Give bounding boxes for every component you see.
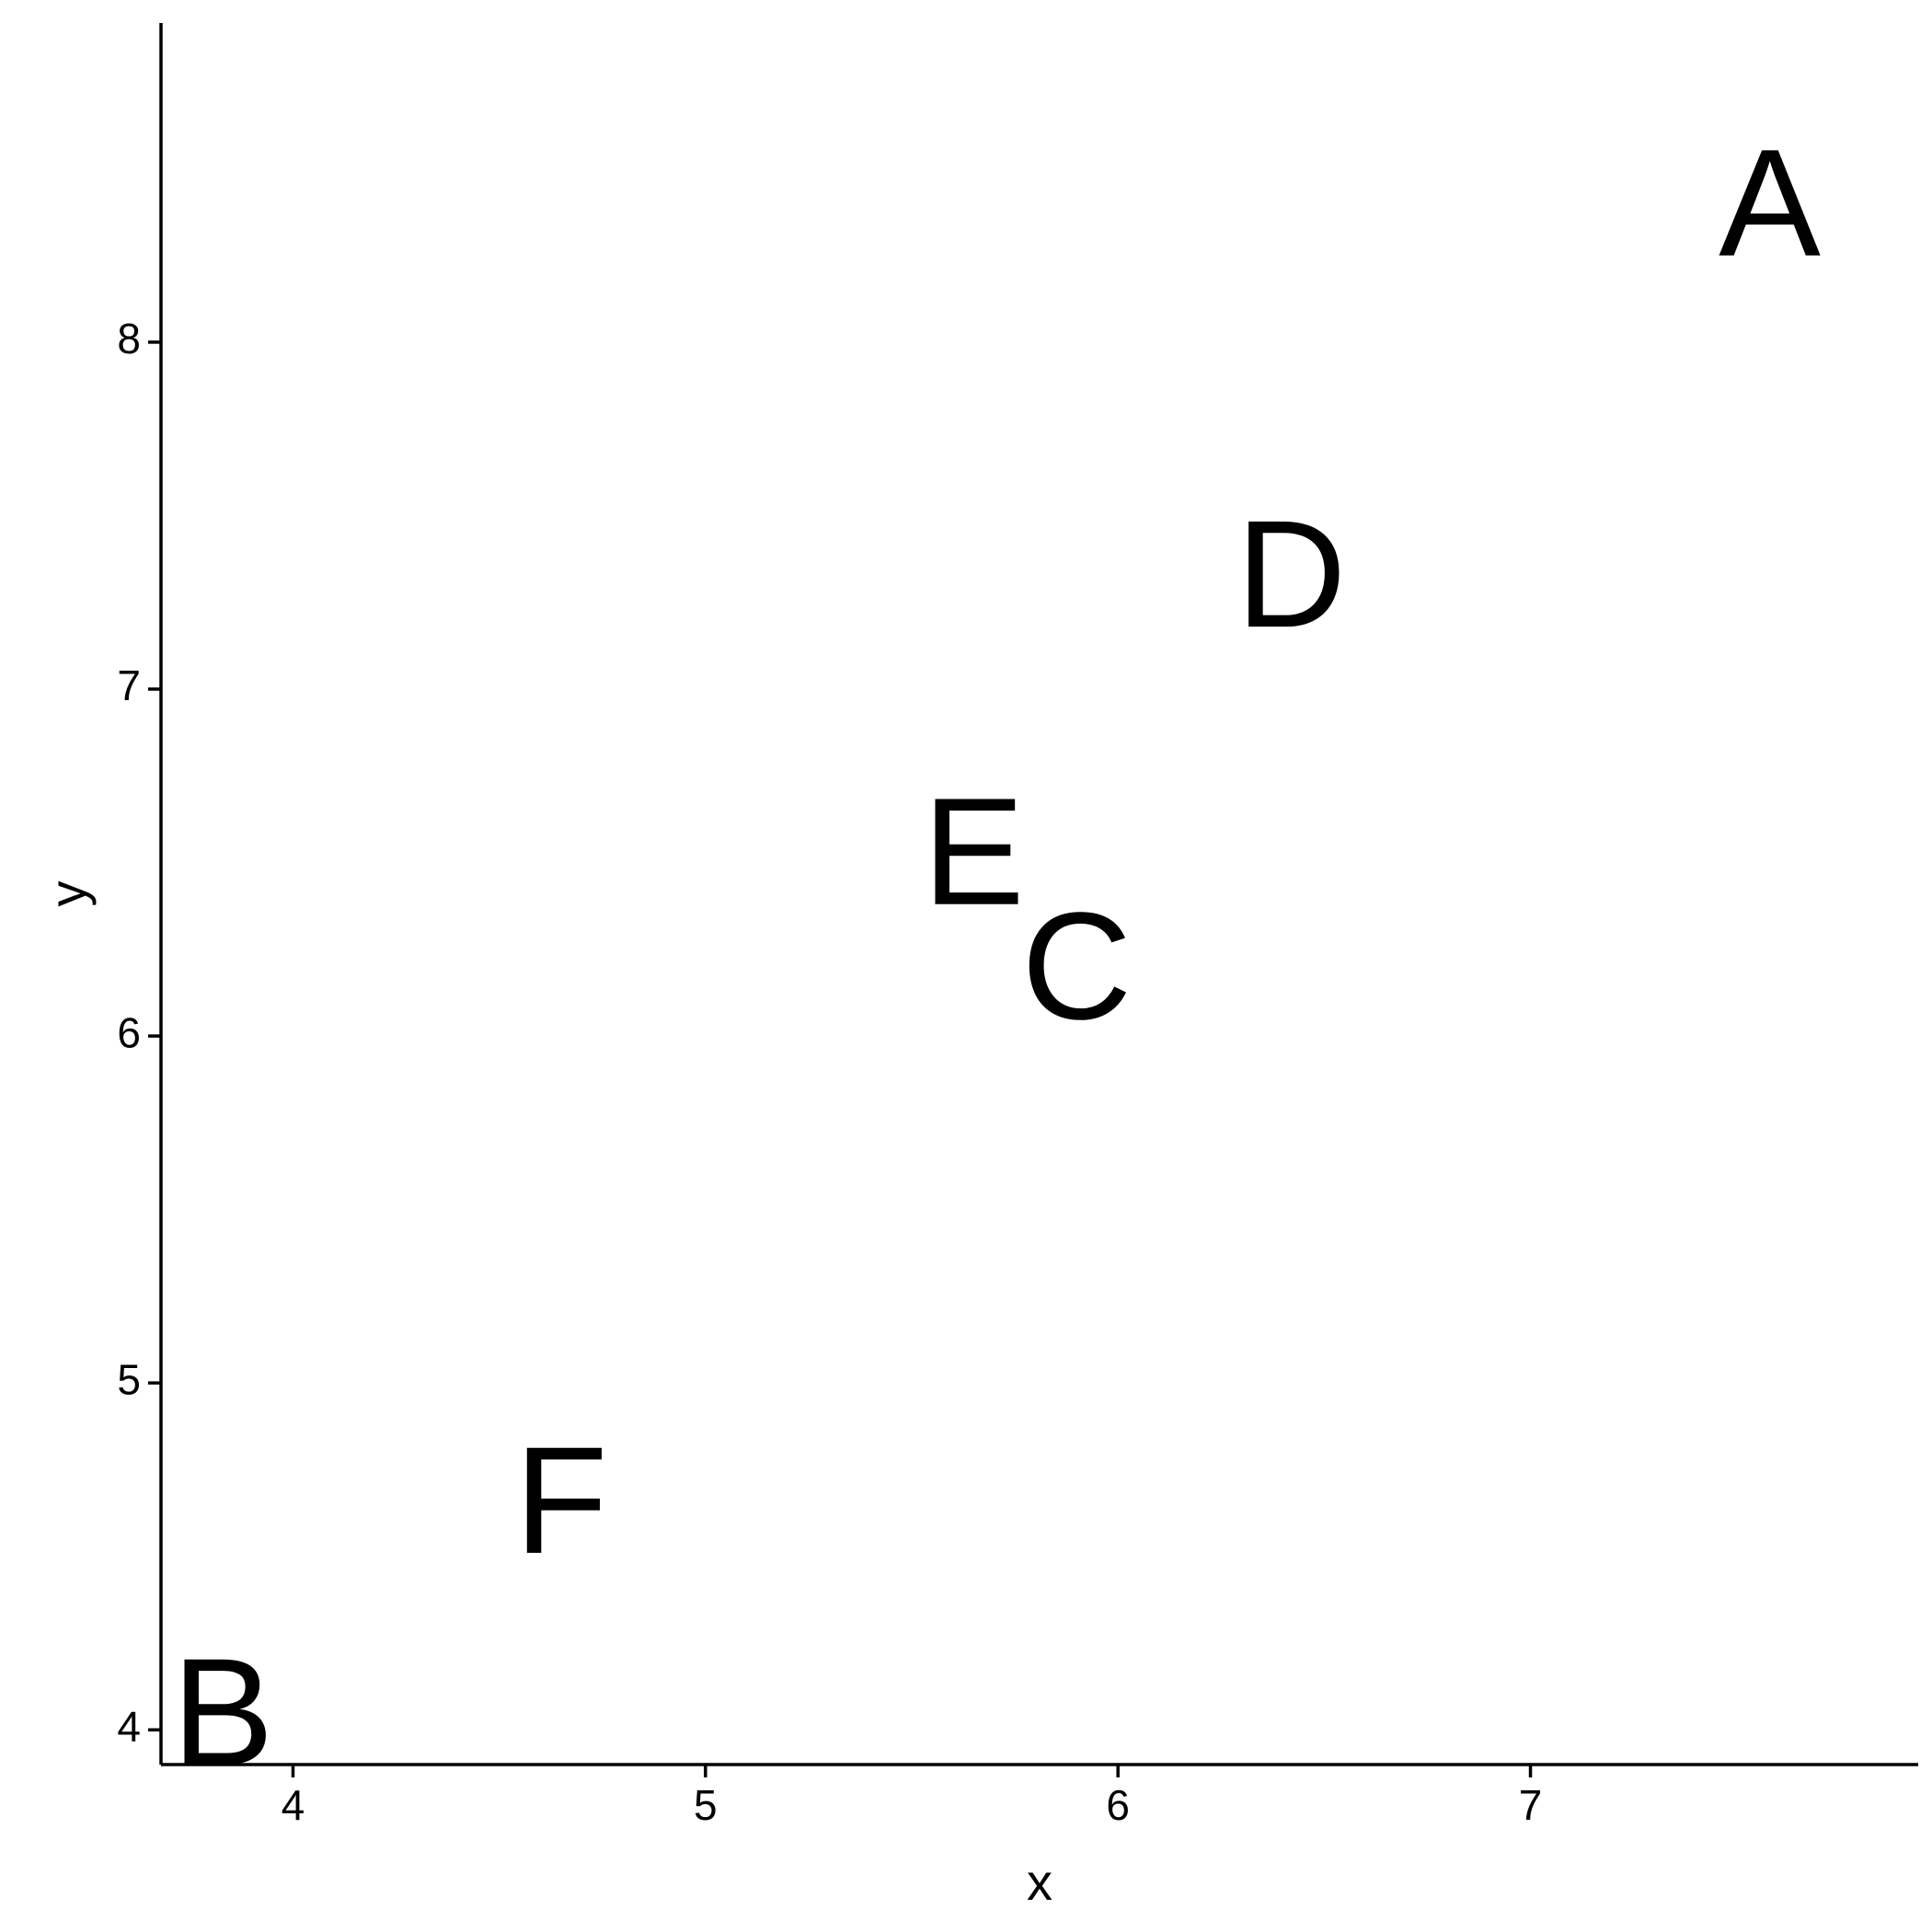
y-axis-title: y [39, 881, 97, 907]
y-tick-label: 4 [117, 1702, 141, 1750]
x-axis-title: x [1027, 1853, 1052, 1911]
point-label-f: F [514, 1416, 607, 1586]
plot-area: A B C D E F [172, 119, 1821, 1798]
point-label-c: C [1021, 881, 1132, 1052]
y-ticks: 4 5 6 7 8 [117, 315, 161, 1750]
x-tick-label: 6 [1106, 1781, 1130, 1829]
x-ticks: 4 5 6 7 [282, 1765, 1543, 1829]
point-label-a: A [1719, 119, 1821, 289]
point-label-d: D [1236, 489, 1347, 660]
x-tick-label: 4 [282, 1781, 305, 1829]
y-tick-label: 7 [117, 661, 141, 709]
y-tick-label: 8 [117, 315, 141, 362]
x-tick-label: 5 [694, 1781, 718, 1829]
point-label-b: B [172, 1627, 274, 1798]
x-axis: 4 5 6 7 [161, 1763, 1918, 1829]
y-tick-label: 5 [117, 1355, 141, 1403]
x-tick-label: 7 [1519, 1781, 1543, 1829]
y-axis: 4 5 6 7 8 [117, 23, 163, 1765]
point-label-e: E [923, 767, 1025, 937]
y-tick-label: 6 [117, 1008, 141, 1056]
